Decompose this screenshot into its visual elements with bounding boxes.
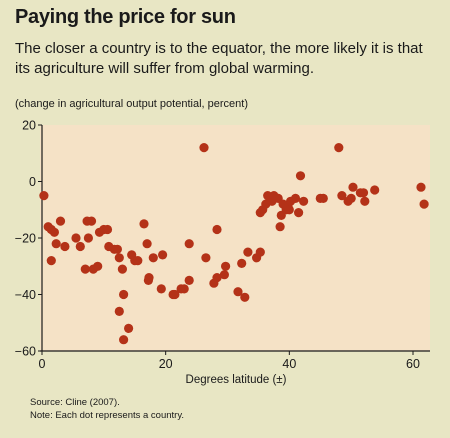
data-point [124, 323, 134, 333]
data-point [83, 233, 93, 243]
data-point [170, 289, 180, 300]
data-point [184, 239, 194, 249]
data-point [334, 143, 344, 153]
data-point [39, 191, 49, 201]
data-point [299, 196, 309, 206]
data-point [60, 241, 70, 252]
data-point [284, 205, 294, 215]
data-point [114, 306, 124, 316]
data-point [148, 253, 158, 263]
data-point [370, 185, 380, 195]
data-point [49, 227, 60, 237]
data-point [233, 287, 243, 297]
data-point [114, 253, 124, 263]
data-point [318, 193, 328, 203]
x-tick-label: 40 [282, 357, 296, 371]
data-point [290, 193, 301, 203]
data-point [219, 270, 229, 280]
note-line: Note: Each dot represents a country. [30, 410, 185, 421]
data-point [156, 284, 166, 294]
data-point [158, 250, 168, 260]
data-point [199, 143, 209, 153]
data-point [139, 219, 149, 229]
data-point [255, 247, 265, 257]
plot-area [40, 125, 430, 351]
data-point [119, 289, 129, 300]
chart-title: Paying the price for sun [15, 6, 236, 28]
data-point [348, 182, 358, 192]
data-point [419, 199, 429, 209]
data-point [93, 261, 103, 271]
data-point [142, 239, 152, 249]
data-point [346, 193, 356, 203]
y-tick-label: 0 [29, 175, 36, 189]
data-point [295, 171, 306, 181]
source-note: Source: Cline (2007). Note: Each dot rep… [30, 396, 184, 422]
data-point [119, 335, 129, 345]
chart-subtitle: The closer a country is to the equator, … [15, 40, 423, 77]
data-point [237, 258, 247, 268]
data-point [275, 222, 285, 232]
data-point [179, 284, 189, 294]
data-point [184, 275, 194, 285]
data-point [55, 216, 66, 226]
data-point [133, 256, 143, 266]
data-point [51, 239, 61, 249]
y-tick-label: −60 [15, 345, 36, 359]
y-tick-label: 20 [22, 119, 36, 133]
data-point [80, 264, 90, 274]
x-axis-label: Degrees latitude (±) [186, 374, 287, 386]
data-point [212, 273, 222, 283]
data-point [86, 216, 97, 226]
data-point [117, 264, 127, 274]
y-tick-label: −20 [15, 232, 36, 246]
y-axis-label: (change in agricultural output potential… [15, 98, 248, 110]
source-line: Source: Cline (2007). [30, 397, 120, 408]
data-point [294, 208, 304, 218]
data-point [75, 241, 85, 252]
data-point [221, 261, 231, 271]
data-point [71, 233, 81, 243]
x-tick-label: 60 [406, 357, 420, 371]
data-point [212, 224, 222, 235]
y-axis-ticks: 20 0 −20 −40 −60 [15, 119, 42, 359]
data-points [39, 143, 429, 345]
y-tick-label: −40 [15, 288, 36, 302]
data-point [144, 273, 154, 283]
data-point [46, 256, 56, 266]
data-point [358, 188, 369, 198]
data-point [243, 247, 253, 257]
data-point [201, 253, 211, 263]
data-point [360, 196, 370, 206]
data-point [337, 191, 347, 201]
x-tick-label: 0 [39, 357, 46, 371]
x-tick-label: 20 [159, 357, 173, 371]
data-point [416, 182, 426, 192]
data-point [102, 224, 113, 235]
data-point [112, 244, 122, 254]
data-point [240, 292, 250, 302]
x-axis-ticks: 0 20 40 60 [39, 351, 420, 371]
